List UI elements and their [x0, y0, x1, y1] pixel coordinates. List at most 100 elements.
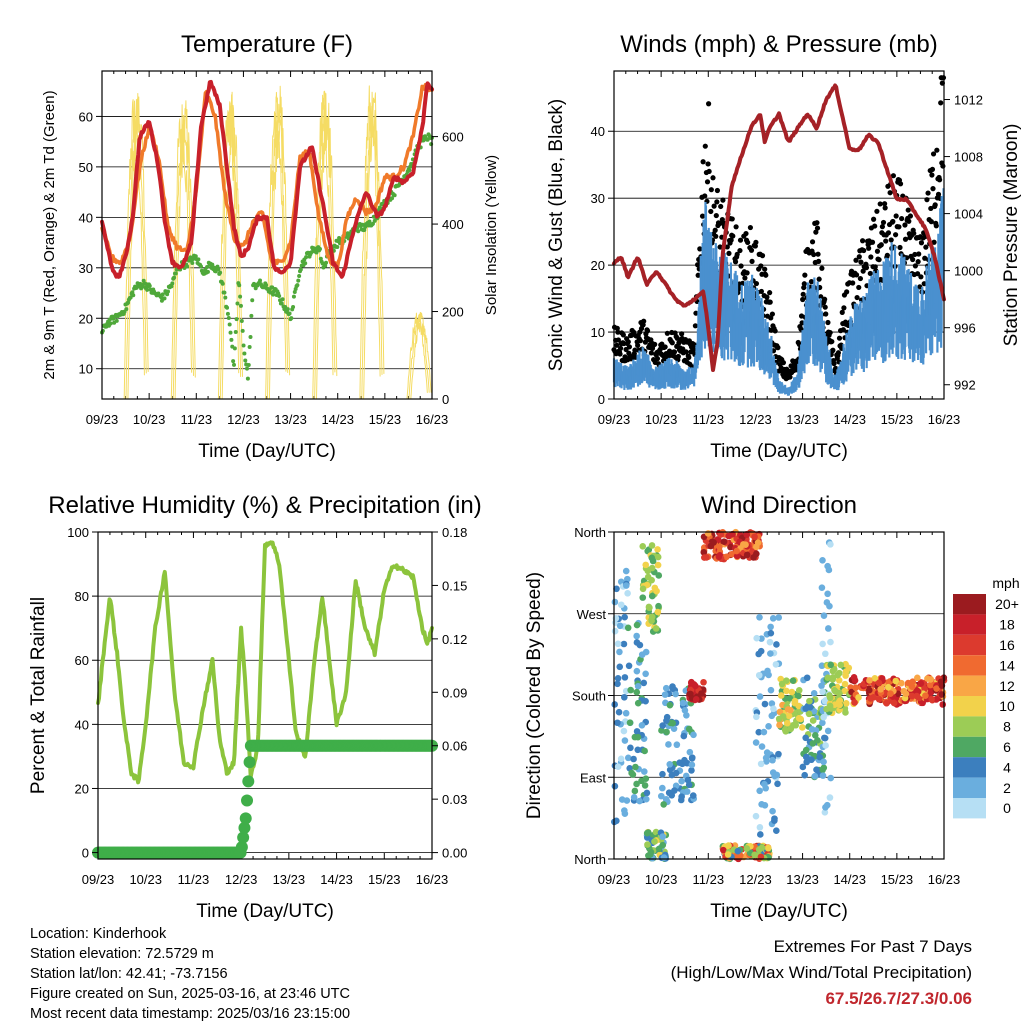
extremes-value: 67.5/26.7/27.3/0.06: [825, 989, 972, 1008]
direction-point: [673, 741, 681, 749]
direction-point: [723, 553, 730, 561]
direction-point: [783, 687, 790, 695]
direction-point: [811, 772, 819, 780]
dewpoint-point: [245, 366, 250, 371]
y2-tick-label: 0.03: [442, 792, 467, 807]
gust-point: [644, 328, 651, 334]
gust-point: [872, 223, 878, 229]
x-tick-label: 11/23: [180, 412, 212, 427]
y-tick-label: East: [580, 770, 606, 785]
dewpoint-point: [279, 301, 284, 306]
direction-point: [624, 590, 631, 597]
direction-point: [684, 776, 692, 784]
direction-point: [821, 734, 829, 742]
direction-point: [634, 733, 642, 741]
gust-point: [877, 201, 883, 207]
direction-point: [786, 695, 794, 702]
legend-swatch: [953, 675, 986, 696]
elevation-text: Station elevation: 72.5729 m: [30, 946, 214, 962]
x-tick-label: 10/23: [645, 872, 678, 887]
gust-point: [854, 294, 860, 301]
legend-swatch: [953, 716, 986, 737]
gust-point: [918, 274, 924, 280]
panel-1: Temperature (F) Time (Day/UTC) 09/23 10/23 1…: [41, 31, 500, 462]
gust-point: [753, 280, 760, 287]
direction-point: [670, 725, 678, 732]
direction-point: [835, 676, 843, 684]
dewpoint-point: [124, 307, 129, 312]
direction-point: [826, 602, 833, 610]
direction-point: [720, 846, 727, 854]
y-tick-label: 20: [75, 781, 89, 796]
direction-point: [627, 744, 634, 752]
direction-point: [795, 714, 803, 722]
direction-point: [914, 674, 921, 682]
chart-title: Wind Direction: [701, 492, 857, 519]
legend-swatch: [953, 757, 986, 778]
gust-point: [811, 251, 817, 258]
direction-point: [617, 601, 625, 609]
direction-point: [636, 797, 643, 805]
direction-point: [820, 758, 827, 766]
gust-point: [758, 288, 765, 295]
legend-label: 2: [1003, 780, 1011, 796]
plot-frame: [613, 70, 945, 400]
dewpoint-point: [233, 330, 238, 335]
dewpoint-point: [360, 222, 365, 227]
direction-point: [827, 638, 834, 646]
gust-point: [861, 247, 867, 254]
gust-point: [693, 310, 699, 316]
dewpoint-point: [128, 295, 133, 300]
direction-point: [639, 585, 647, 593]
direction-point: [626, 719, 634, 726]
direction-point: [655, 572, 663, 579]
direction-point: [806, 697, 813, 705]
gust-point: [748, 247, 755, 253]
x-tick-label: 14/23: [321, 412, 354, 427]
gust-point: [878, 242, 884, 248]
direction-point: [634, 699, 642, 707]
precip-point: [238, 821, 251, 834]
direction-point: [622, 582, 630, 589]
gust-point: [815, 251, 821, 257]
direction-point: [842, 709, 849, 716]
y-axis-label: Sonic Wind & Gust (Blue, Black): [546, 99, 567, 371]
direction-point: [825, 566, 833, 574]
direction-point: [810, 690, 818, 697]
direction-point: [773, 641, 780, 648]
direction-point: [816, 753, 824, 761]
gust-point: [699, 213, 706, 219]
gust-point: [728, 237, 734, 243]
direction-point: [765, 671, 772, 679]
y2-tick-label: 1004: [954, 207, 983, 222]
plot-frame: [97, 531, 433, 860]
gust-point: [706, 168, 712, 175]
recent-data-text: Most recent data timestamp: 2025/03/16 2…: [30, 1006, 351, 1022]
direction-point: [922, 692, 929, 699]
gust-point: [871, 216, 877, 222]
gust-point: [831, 360, 837, 367]
speed-legend: mph 20+ 18 16 14 12 10 8 6 4 2 0: [953, 575, 1020, 819]
x-axis-label: Time (Day/UTC): [710, 901, 848, 922]
gust-point: [708, 187, 714, 193]
legend-swatch: [953, 594, 986, 615]
insolation-line: [312, 94, 334, 400]
direction-point: [669, 719, 676, 727]
gust-point: [816, 258, 822, 264]
direction-point: [633, 728, 641, 735]
direction-point: [767, 623, 774, 631]
direction-point: [701, 554, 708, 561]
y2-tick-label: 0.15: [442, 578, 467, 593]
gust-point: [737, 237, 744, 243]
direction-point: [654, 608, 662, 616]
gust-point: [836, 335, 843, 341]
gust-point: [897, 181, 904, 187]
direction-point: [913, 692, 921, 700]
gust-point: [830, 347, 836, 353]
direction-point: [639, 543, 647, 550]
legend-label: 18: [999, 617, 1015, 633]
gust-point: [928, 219, 934, 225]
precip-point: [239, 812, 252, 825]
gust-point: [708, 208, 714, 215]
gust-point: [767, 290, 773, 296]
